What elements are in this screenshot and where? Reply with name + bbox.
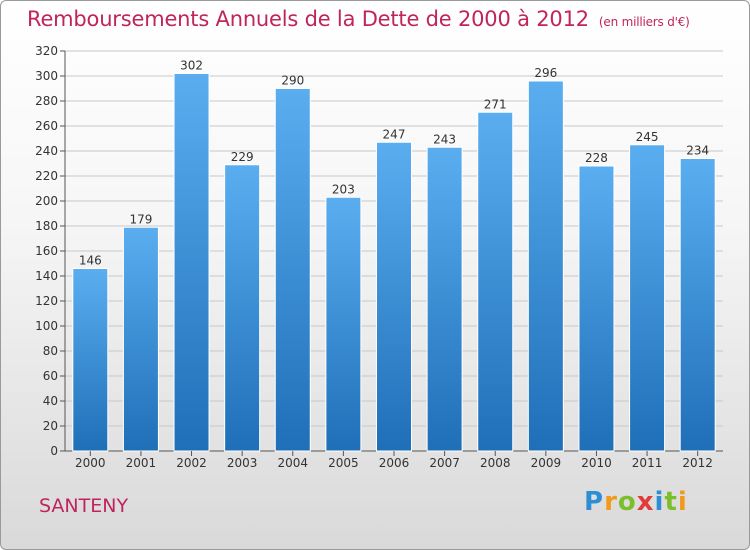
y-tick-label: 320 [35, 44, 58, 58]
bar-value-label: 296 [534, 66, 557, 80]
bar-value-label: 179 [129, 212, 152, 226]
bar-value-label: 245 [636, 130, 659, 144]
y-tick-label: 260 [35, 119, 58, 133]
bar [224, 164, 261, 452]
y-tick-label: 80 [43, 344, 58, 358]
bar [426, 146, 463, 452]
bar [578, 165, 615, 452]
y-tick-label: 300 [35, 69, 58, 83]
x-tick-label: 2005 [328, 456, 359, 470]
y-tick-label: 0 [50, 444, 58, 458]
bar [376, 141, 412, 452]
bar-value-label: 290 [281, 74, 304, 88]
x-tick-label: 2006 [379, 456, 410, 470]
bar [72, 268, 109, 452]
bar [173, 73, 210, 452]
bar-value-label: 234 [686, 144, 709, 158]
bar-value-label: 302 [180, 59, 203, 73]
bar [122, 226, 159, 452]
bar [274, 88, 311, 452]
y-tick-label: 240 [35, 144, 58, 158]
bar [477, 111, 514, 452]
bar-value-label: 203 [332, 182, 355, 196]
chart-title-text: Remboursements Annuels de la Dette de 20… [27, 7, 589, 31]
bar-value-label: 229 [231, 150, 254, 164]
bar [629, 144, 666, 452]
x-tick-label: 2001 [126, 456, 157, 470]
x-tick-label: 2002 [176, 456, 207, 470]
y-tick-label: 160 [35, 244, 58, 258]
x-tick-label: 2008 [480, 456, 511, 470]
x-tick-label: 2009 [531, 456, 562, 470]
y-tick-label: 120 [35, 294, 58, 308]
x-tick-label: 2012 [682, 456, 713, 470]
bar-value-label: 247 [383, 127, 406, 141]
x-tick-label: 2011 [632, 456, 663, 470]
bar-value-label: 228 [585, 151, 608, 165]
chart-unit: (en milliers d'€) [598, 15, 690, 29]
x-tick-label: 2000 [75, 456, 106, 470]
bar [325, 196, 362, 452]
y-tick-label: 220 [35, 169, 58, 183]
x-tick-label: 2003 [227, 456, 258, 470]
y-tick-label: 100 [35, 319, 58, 333]
commune-name: SANTENY [39, 495, 129, 517]
x-tick-label: 2007 [429, 456, 460, 470]
y-tick-label: 60 [43, 369, 58, 383]
bar [679, 158, 716, 452]
y-tick-label: 140 [35, 269, 58, 283]
y-tick-label: 200 [35, 194, 58, 208]
x-tick-label: 2004 [277, 456, 308, 470]
bar-value-label: 271 [484, 97, 507, 111]
y-tick-label: 40 [43, 394, 58, 408]
x-tick-label: 2010 [581, 456, 612, 470]
bar [527, 80, 564, 452]
proxiti-logo: Proxiti [584, 487, 688, 517]
y-tick-label: 20 [43, 419, 58, 433]
y-tick-label: 180 [35, 219, 58, 233]
y-tick-label: 280 [35, 94, 58, 108]
bar-value-label: 243 [433, 132, 456, 146]
chart-title: Remboursements Annuels de la Dette de 20… [27, 7, 690, 31]
bar-value-label: 146 [79, 254, 102, 268]
